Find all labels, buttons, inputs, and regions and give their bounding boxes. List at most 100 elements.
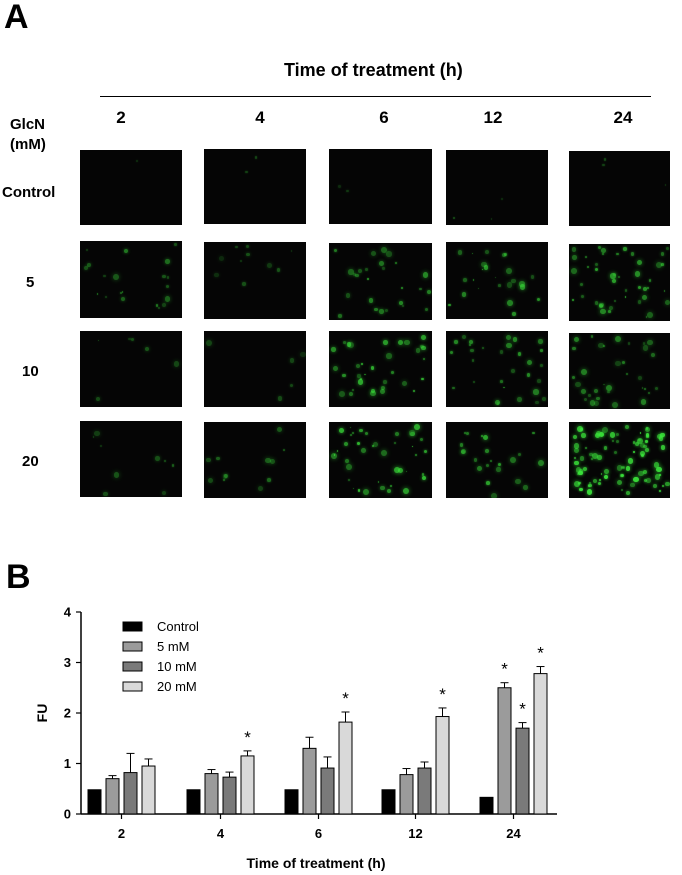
fluorescent-cell <box>623 247 627 251</box>
fluorescent-cell <box>383 339 388 345</box>
time-header-title: Time of treatment (h) <box>284 60 463 80</box>
fluorescent-cell <box>624 296 627 298</box>
fluorescent-cell <box>593 479 598 484</box>
significance-marker: * <box>439 685 446 704</box>
bar <box>123 772 138 815</box>
fluorescent-cell <box>477 287 480 290</box>
fluorescent-cell <box>533 389 539 395</box>
micrograph-5-4h <box>204 242 306 319</box>
fluorescent-cell <box>573 337 580 343</box>
fluorescent-cell <box>173 243 177 247</box>
fluorescent-cell <box>646 312 653 318</box>
fluorescent-cell <box>601 248 607 253</box>
fluorescent-cell <box>349 426 352 429</box>
fluorescent-cell <box>589 482 591 484</box>
y-tick-label: 4 <box>64 605 72 620</box>
fluorescent-cell <box>96 293 99 295</box>
fluorescent-cell <box>588 394 591 397</box>
fluorescent-cell <box>654 387 658 391</box>
bar <box>240 755 255 815</box>
fluorescent-cell <box>512 312 516 316</box>
fluorescent-cell <box>580 368 587 375</box>
fluorescent-cell <box>414 454 418 457</box>
fluorescent-cell <box>627 458 633 464</box>
fluorescent-cell <box>235 246 238 249</box>
fluorescent-cell <box>158 306 161 309</box>
fluorescent-cell <box>626 372 629 375</box>
fluorescent-cell <box>401 286 404 289</box>
fluorescent-cell <box>348 269 354 275</box>
fluorescent-cell <box>639 432 642 435</box>
fluorescent-cell <box>633 441 636 444</box>
fluorescent-cell <box>128 337 131 341</box>
fluorescent-cell <box>276 426 282 432</box>
fluorescent-cell <box>482 435 489 441</box>
fluorescent-cell <box>532 432 535 435</box>
fluorescent-cell <box>540 363 543 367</box>
fluorescent-cell <box>573 447 580 454</box>
fluorescent-cell <box>511 278 516 283</box>
x-tick-label: 2 <box>118 826 125 841</box>
fluorescent-cell <box>276 267 281 272</box>
y-tick-label: 0 <box>64 807 71 822</box>
fluorescent-cell <box>404 339 411 346</box>
fluorescent-cell <box>345 293 351 298</box>
fluorescent-cell <box>391 371 394 374</box>
fluorescent-cell <box>491 493 497 498</box>
fluorescent-cell <box>506 342 512 349</box>
fluorescent-cell <box>616 252 619 256</box>
fluorescent-cell <box>655 466 662 473</box>
fluorescent-cell <box>595 396 600 401</box>
fluorescent-cell <box>402 381 408 387</box>
fluorescent-cell <box>476 465 482 471</box>
fluorescent-cell <box>405 470 408 473</box>
fluorescent-cell <box>639 450 645 456</box>
fluorescent-cell <box>371 444 375 448</box>
fluorescent-cell <box>637 300 641 304</box>
fluorescent-cell <box>593 389 598 394</box>
fluorescent-cell <box>382 267 385 270</box>
fluorescent-cell <box>390 485 392 487</box>
fluorescent-cell <box>654 474 661 480</box>
micrograph-20-6h <box>329 422 432 498</box>
micrograph-control-24h <box>569 151 670 226</box>
fluorescent-cell <box>269 458 275 464</box>
micrograph-10-12h <box>446 331 548 407</box>
fluorescent-cell <box>339 390 345 397</box>
fluorescent-cell <box>634 442 639 446</box>
fluorescent-cell <box>578 482 580 485</box>
fluorescent-cell <box>615 360 621 366</box>
fluorescent-cell <box>572 255 578 260</box>
fluorescent-cell <box>470 348 474 353</box>
fluorescent-cell <box>403 488 410 494</box>
fluorescent-cell <box>214 272 219 277</box>
fluorescent-cell <box>355 364 360 369</box>
fluorescent-cell <box>607 390 610 393</box>
fluorescent-cell <box>460 448 466 454</box>
fluorescent-cell <box>368 298 374 303</box>
fluorescent-cell <box>655 262 662 269</box>
fluorescent-cell <box>616 479 623 486</box>
fluorescent-cell <box>647 391 651 395</box>
fluorescent-cell <box>386 488 391 494</box>
fluorescent-cell <box>578 481 581 485</box>
fluorescent-cell <box>645 432 650 437</box>
x-tick-label: 24 <box>506 826 521 841</box>
fluorescent-cell <box>619 474 623 478</box>
fluorescent-cell <box>155 456 161 461</box>
fluorescent-cell <box>536 297 540 301</box>
fluorescent-cell <box>584 256 587 259</box>
fluorescent-cell <box>580 294 584 298</box>
fluorescent-cell <box>665 482 670 487</box>
fluorescent-cell <box>634 271 641 277</box>
fluorescent-cell <box>589 400 596 406</box>
fluorescent-cell <box>571 346 576 351</box>
fluorescent-cell <box>625 466 631 471</box>
fluorescent-cell <box>471 252 474 255</box>
fluorescent-cell <box>483 265 488 270</box>
fluorescent-cell <box>359 428 364 433</box>
fluorescent-cell <box>645 448 649 452</box>
fluorescent-cell <box>583 397 588 402</box>
micrograph-5-6h <box>329 243 432 320</box>
y-tick-label: 2 <box>64 706 71 721</box>
